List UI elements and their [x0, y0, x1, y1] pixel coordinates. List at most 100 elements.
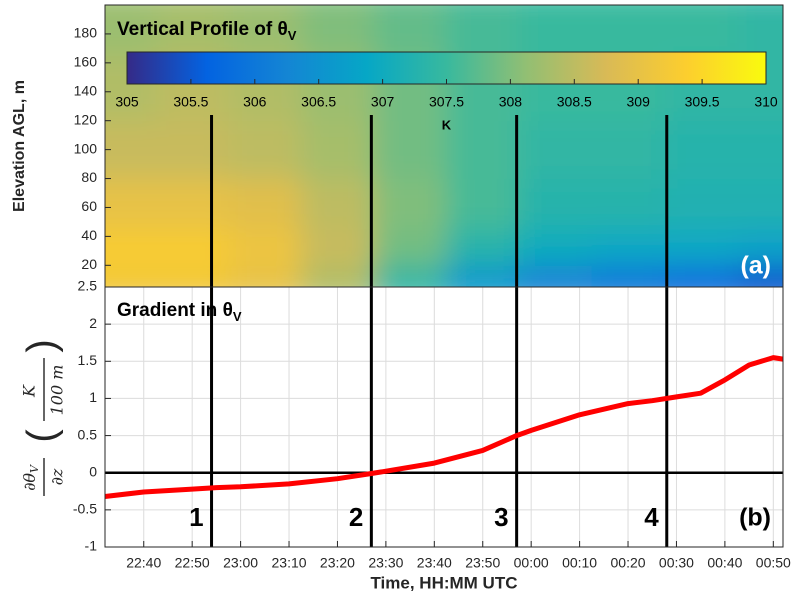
event-label: 3	[494, 502, 508, 532]
colorbar-tick-label: 309.5	[685, 94, 720, 110]
heat-cell	[519, 178, 593, 230]
y-tick-label: 1	[89, 389, 97, 405]
y-axis-label: ∂θV ∂z ( K 100 m )	[20, 339, 67, 496]
colorbar-label: K	[442, 117, 452, 132]
colorbar-tick-label: 306.5	[301, 94, 336, 110]
y-tick-label: 2	[89, 315, 97, 331]
heat-cell	[736, 178, 783, 230]
event-label: 1	[189, 502, 203, 532]
heat-cell	[519, 229, 593, 266]
heat-cell	[155, 178, 229, 230]
y-axis-label: Elevation AGL, m	[11, 80, 28, 212]
colorbar-tick-label: 308.5	[557, 94, 592, 110]
heat-cell	[591, 178, 665, 230]
heat-cell	[736, 265, 783, 287]
heat-cell	[591, 229, 665, 266]
x-tick-label: 23:40	[417, 555, 452, 571]
heat-cell	[591, 5, 665, 57]
y-tick-label: 0	[89, 463, 97, 479]
heat-cell	[155, 5, 229, 57]
heat-cell	[105, 120, 157, 180]
x-axis-label: Time, HH:MM UTC	[370, 573, 517, 592]
heat-cell	[301, 265, 375, 287]
heat-cell	[373, 178, 447, 230]
heat-cell	[519, 120, 593, 180]
colorbar-tick-label: 305	[115, 94, 139, 110]
heatmap	[105, 5, 783, 287]
heat-cell	[591, 120, 665, 180]
heat-cell	[301, 5, 375, 57]
axes-box	[104, 286, 784, 548]
heat-cell	[664, 120, 738, 180]
heat-cell	[301, 120, 375, 180]
heat-cell	[446, 5, 520, 57]
heat-cell	[228, 178, 302, 230]
heat-cell	[446, 178, 520, 230]
panel-label: (b)	[739, 504, 771, 532]
x-tick-label: 00:50	[756, 555, 791, 571]
y-tick-label: 0.5	[78, 426, 98, 442]
event-label: 4	[644, 502, 659, 532]
heat-cell	[664, 5, 738, 57]
x-tick-label: 23:20	[320, 555, 355, 571]
x-tick-label: 23:30	[368, 555, 403, 571]
y-tick-label: 20	[81, 256, 97, 272]
heat-cell	[228, 5, 302, 57]
heat-cell	[736, 120, 783, 180]
y-tick-label: 2.5	[78, 278, 98, 294]
heat-cell	[228, 120, 302, 180]
heat-cell	[373, 5, 447, 57]
label-numerator: K	[20, 384, 39, 398]
title-subscript: V	[288, 28, 297, 43]
colorbar-tick-label: 307	[371, 94, 395, 110]
heat-cell	[105, 5, 157, 57]
title-text: Vertical Profile of θ	[117, 19, 288, 40]
y-tick-label: 60	[81, 198, 97, 214]
colorbar-tick-label: 308	[499, 94, 523, 110]
heat-cell	[373, 229, 447, 266]
x-tick-label: 23:50	[465, 555, 500, 571]
x-tick-label: 23:00	[223, 555, 258, 571]
x-tick-label: 00:40	[707, 555, 742, 571]
x-tick-label: 00:00	[514, 555, 549, 571]
label-part: V	[28, 464, 41, 473]
panel-label: (a)	[740, 252, 771, 280]
heat-cell	[446, 229, 520, 266]
heat-cell	[228, 265, 302, 287]
label-numerator: ∂θV	[20, 464, 42, 491]
heat-cell	[155, 120, 229, 180]
heat-cell	[301, 229, 375, 266]
y-tick-label: 100	[74, 140, 98, 156]
x-tick-label: 00:10	[562, 555, 597, 571]
y-tick-label: 160	[74, 54, 98, 70]
paren: )	[20, 339, 64, 352]
x-tick-label: 23:10	[272, 555, 307, 571]
heat-cell	[105, 265, 157, 287]
heat-cell	[301, 178, 375, 230]
paren: (	[20, 429, 64, 443]
heat-cell	[664, 229, 738, 266]
heat-cell	[105, 229, 157, 266]
x-tick-label: 00:20	[611, 555, 646, 571]
heat-cell	[519, 5, 593, 57]
colorbar-tick-label: 307.5	[429, 94, 464, 110]
heat-cell	[155, 229, 229, 266]
title-subscript: V	[233, 309, 242, 324]
y-tick-label: 40	[81, 227, 97, 243]
panel-title: Vertical Profile of θV	[117, 19, 297, 43]
event-label: 2	[349, 502, 363, 532]
y-tick-label: -0.5	[73, 501, 97, 517]
colorbar	[126, 51, 767, 85]
x-tick-label: 22:40	[126, 555, 161, 571]
data-line	[104, 355, 784, 499]
colorbar-tick-label: 309	[627, 94, 651, 110]
label-denominator: 100 m	[48, 365, 67, 416]
heat-cell	[591, 265, 665, 287]
colorbar-tick-label: 306	[243, 94, 267, 110]
heat-cell	[664, 178, 738, 230]
y-tick-label: 80	[81, 169, 97, 185]
label-part: ∂θ	[20, 473, 39, 491]
x-tick-label: 22:50	[175, 555, 210, 571]
heat-cell	[228, 229, 302, 266]
